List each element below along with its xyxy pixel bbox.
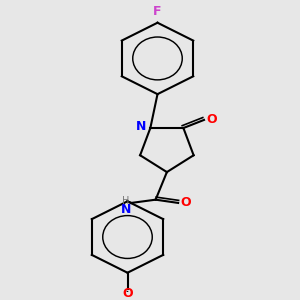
Text: F: F [153,5,162,18]
Text: N: N [120,203,131,216]
Text: O: O [206,113,217,126]
Text: O: O [122,287,133,300]
Text: N: N [136,120,146,133]
Text: H: H [122,196,129,206]
Text: O: O [180,196,191,209]
